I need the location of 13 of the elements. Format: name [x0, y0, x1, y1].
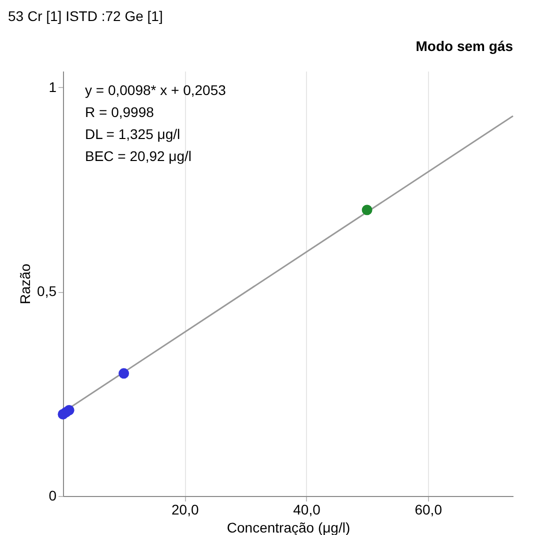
annotation: y = 0,0098* x + 0,2053 [85, 82, 226, 98]
x-tick-label: 60,0 [414, 502, 442, 518]
annotation: R = 0,9998 [85, 104, 154, 120]
x-tick-label: 20,0 [171, 502, 199, 518]
y-tick-label: 0 [48, 488, 57, 504]
annotation: BEC = 20,92 μg/l [85, 148, 192, 164]
annotation: DL = 1,325 μg/l [85, 126, 180, 142]
y-axis-title: Razão [17, 264, 34, 304]
y-tick-label: 1 [48, 78, 57, 95]
x-tick-label: 40,0 [293, 502, 321, 518]
chart-title: 53 Cr [1] ISTD :72 Ge [1] [8, 8, 163, 24]
chart-subtitle: Modo sem gás [416, 38, 514, 54]
y-tick-label: 0,5 [37, 283, 57, 300]
